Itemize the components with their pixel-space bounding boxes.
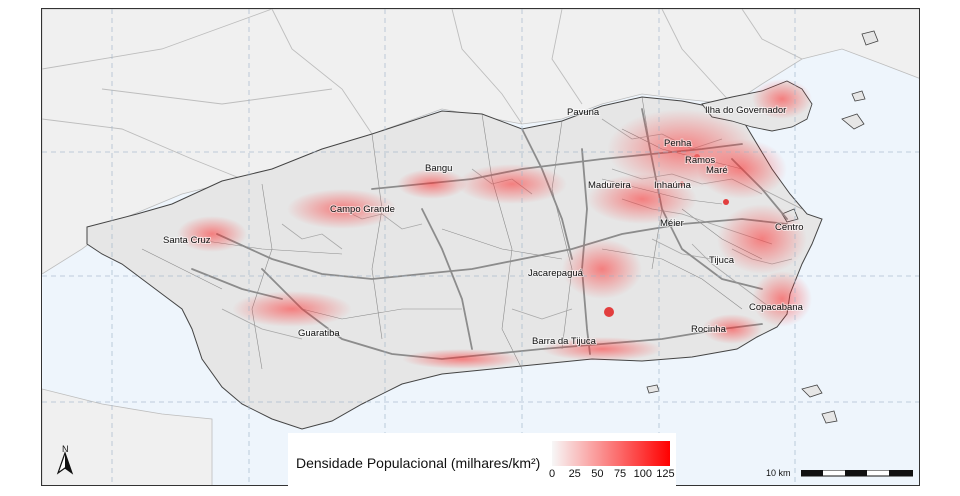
legend-tick-label: 100 xyxy=(633,468,652,480)
label-meier: Méier xyxy=(660,218,684,229)
map-canvas[interactable]: Ilha do Governador Pavuna Penha Ramos Ma… xyxy=(42,9,920,486)
north-arrow-label: N xyxy=(62,444,69,454)
legend-color-scale xyxy=(552,441,670,466)
north-arrow-icon: N xyxy=(56,444,74,475)
label-rocinha: Rocinha xyxy=(691,324,727,335)
density-layer xyxy=(177,79,812,369)
label-ilha-do-governador: Ilha do Governador xyxy=(705,105,786,116)
label-tijuca: Tijuca xyxy=(709,255,735,266)
label-copacabana: Copacabana xyxy=(749,302,804,313)
scale-bar-label: 10 km xyxy=(766,468,791,478)
place-labels: Ilha do Governador Pavuna Penha Ramos Ma… xyxy=(162,104,805,348)
surrounding-land xyxy=(42,9,919,275)
label-centro: Centro xyxy=(775,222,804,233)
label-bangu: Bangu xyxy=(425,163,452,174)
label-ramos: Ramos xyxy=(685,155,715,166)
label-madureira: Madureira xyxy=(588,180,631,191)
graticule xyxy=(42,9,919,485)
label-inhauma: Inhaúma xyxy=(654,180,692,191)
outer-boundaries xyxy=(42,9,803,180)
scale-bar-graphic xyxy=(801,470,913,477)
label-guaratiba: Guaratiba xyxy=(298,328,340,339)
surrounding-land-west xyxy=(42,388,213,485)
legend-tick-label: 75 xyxy=(613,468,627,480)
label-penha: Penha xyxy=(664,138,692,149)
legend-tick-label: 50 xyxy=(591,468,604,480)
legend-tick-label: 125 xyxy=(656,468,675,480)
label-santa-cruz: Santa Cruz xyxy=(163,235,211,246)
label-barra-da-tijuca: Barra da Tijuca xyxy=(532,336,597,347)
legend-title: Densidade Populacional (milhares/km²) xyxy=(296,455,541,471)
legend-tick-label: 0 xyxy=(548,468,556,480)
label-jacarepagua: Jacarepaguá xyxy=(528,268,584,279)
legend-tick-label: 25 xyxy=(568,468,581,480)
map-panel[interactable]: Ilha do Governador Pavuna Penha Ramos Ma… xyxy=(41,8,920,486)
label-pavuna: Pavuna xyxy=(567,107,600,118)
scale-bar: 10 km xyxy=(766,466,916,482)
label-campo-grande: Campo Grande xyxy=(330,204,395,215)
label-mare: Maré xyxy=(706,165,728,176)
